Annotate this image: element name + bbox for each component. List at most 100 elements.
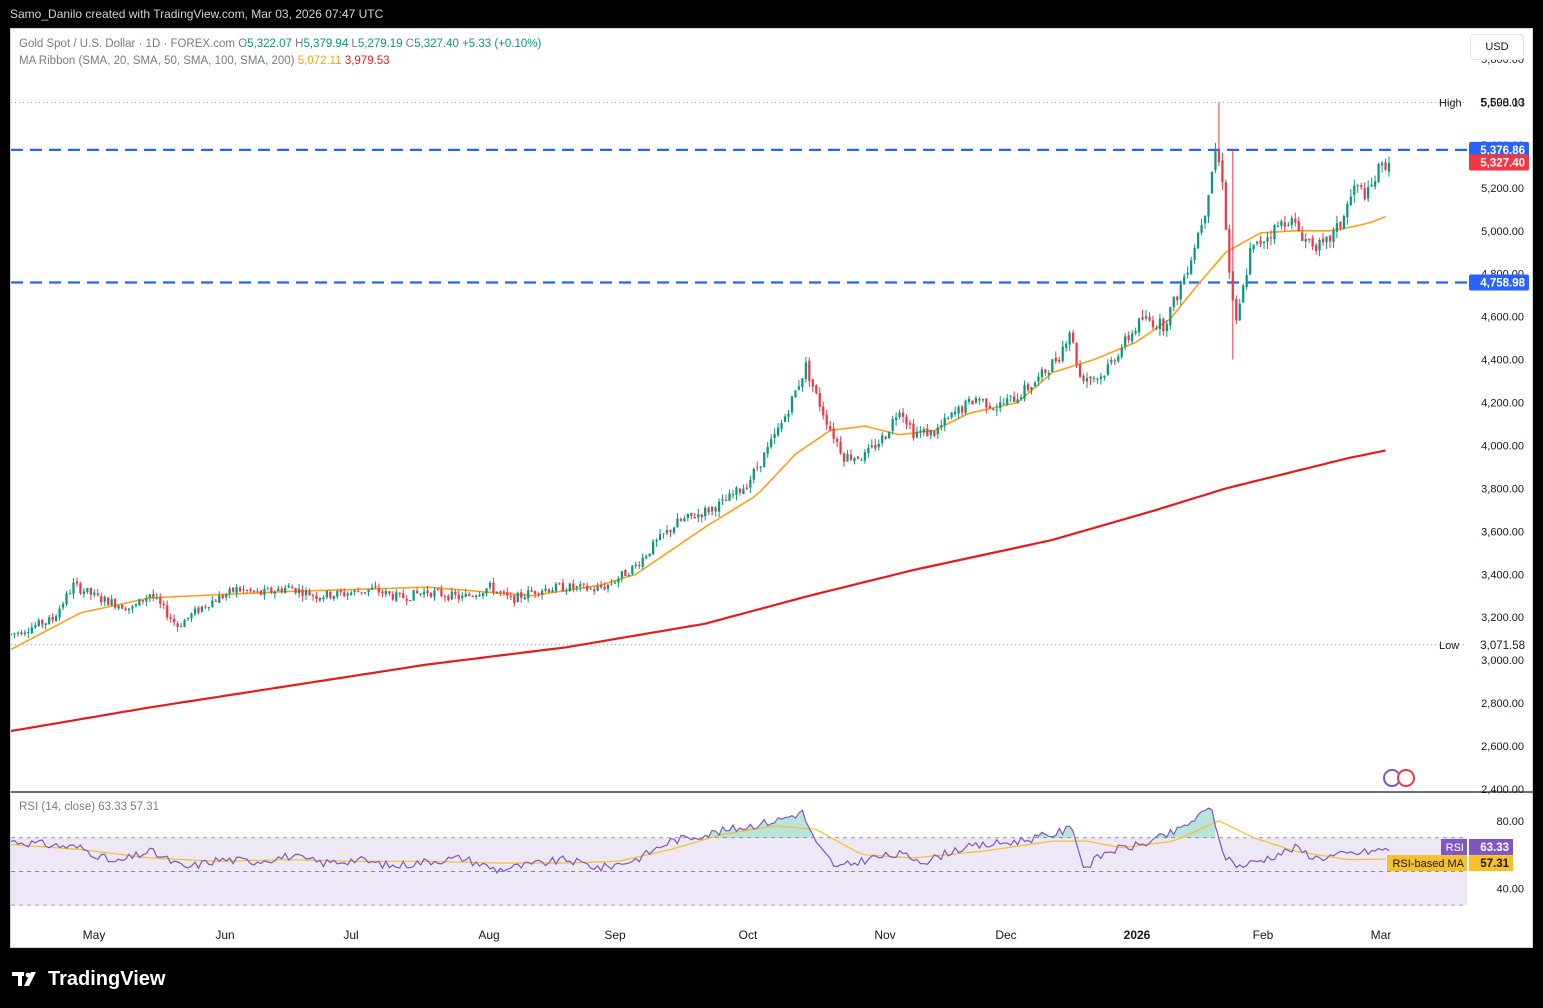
candle [471, 594, 474, 598]
candle [1089, 375, 1092, 386]
candle [981, 398, 985, 403]
candle-body [506, 592, 509, 596]
candle [173, 614, 176, 626]
candle [811, 379, 814, 393]
candle [1151, 315, 1155, 330]
candle-body [971, 400, 974, 405]
currency-button[interactable]: USD [1470, 34, 1524, 60]
candle [238, 586, 242, 593]
candle-body [745, 487, 748, 490]
candle-body [159, 597, 162, 604]
candle [1030, 386, 1033, 395]
candle [103, 595, 106, 607]
chart-frame[interactable]: 2,400.00 2,600.00 2,800.00 3,000.00 3,200.00… [10, 28, 1534, 949]
candle [1262, 241, 1266, 249]
candle-body [370, 587, 374, 590]
candle [1349, 189, 1352, 206]
candle-body [1089, 376, 1092, 379]
candle [808, 357, 811, 387]
candle-body [829, 425, 832, 430]
candle-body [186, 617, 190, 620]
candle [169, 613, 172, 623]
candle [842, 452, 846, 467]
candle-body [523, 597, 526, 600]
candle [100, 592, 103, 606]
candle [665, 525, 669, 536]
candle [61, 601, 65, 611]
candle-body [211, 600, 214, 608]
candle [141, 599, 145, 605]
candle [1124, 332, 1127, 351]
candle-body [499, 591, 502, 593]
candle-body [690, 512, 693, 516]
candle-body [259, 590, 263, 595]
candle-body [520, 592, 523, 599]
candle-body [849, 454, 853, 460]
candle-body [978, 398, 981, 401]
candle-body [468, 593, 471, 596]
candle [329, 591, 332, 600]
extreme-price-label: 3,071.58 [1480, 640, 1525, 652]
candle [704, 505, 707, 521]
candle-body [474, 595, 478, 598]
candle-body [1009, 395, 1012, 397]
candle-body [214, 600, 217, 602]
candle-body [422, 591, 426, 595]
candle-body [1016, 399, 1019, 404]
candle-body [613, 582, 617, 584]
candle-body [1137, 318, 1141, 333]
candle-body [953, 411, 957, 415]
candle [1037, 372, 1040, 386]
y-tick-label: 2,400.00 [1481, 784, 1524, 796]
candle [936, 423, 939, 439]
candle-body [999, 402, 1002, 408]
candle [749, 475, 752, 493]
candle-body [662, 533, 665, 535]
candle-body [242, 589, 245, 591]
candle-body [141, 599, 145, 602]
candle [315, 592, 318, 603]
candle-body [360, 592, 363, 594]
candle-body [79, 583, 82, 594]
candle-body [1363, 187, 1366, 200]
candle-body [811, 379, 814, 387]
candle [13, 632, 16, 639]
candle-body [912, 423, 915, 439]
rsi-tick-label: 40.00 [1496, 883, 1524, 895]
candle-body [582, 583, 585, 585]
candle [1287, 221, 1290, 227]
candle-body [1141, 316, 1144, 320]
candle [440, 585, 443, 598]
candle-body [711, 506, 714, 512]
candle [1190, 256, 1193, 276]
rsi-value-label: 63.33 [1480, 842, 1509, 854]
candle-body [776, 427, 780, 436]
candle [211, 595, 214, 608]
candle [662, 533, 665, 539]
candle [978, 396, 981, 405]
candle-body [120, 604, 124, 609]
candle [509, 592, 512, 601]
candle-body [1221, 160, 1224, 183]
candle [624, 569, 627, 577]
candle [596, 582, 599, 592]
y-tick-label: 4,400.00 [1481, 355, 1524, 367]
candle [1044, 368, 1047, 376]
close-value: 5,327.40 [414, 38, 459, 50]
candle-body [1190, 260, 1193, 274]
candle [561, 578, 565, 592]
candle [690, 512, 693, 520]
candle [207, 606, 210, 611]
candle-body [731, 494, 735, 496]
candle-body [1026, 384, 1030, 390]
candle-body [447, 595, 450, 600]
chart-canvas[interactable]: 2,400.00 2,600.00 2,800.00 3,000.00 3,200.00… [11, 29, 1534, 949]
candle-body [1259, 240, 1262, 245]
candle [502, 589, 506, 596]
candle-body [856, 456, 860, 459]
candle-body [1269, 237, 1273, 239]
candle [960, 404, 964, 417]
candle-body [1054, 357, 1057, 362]
candle-body [877, 443, 880, 448]
candle [1304, 233, 1307, 249]
